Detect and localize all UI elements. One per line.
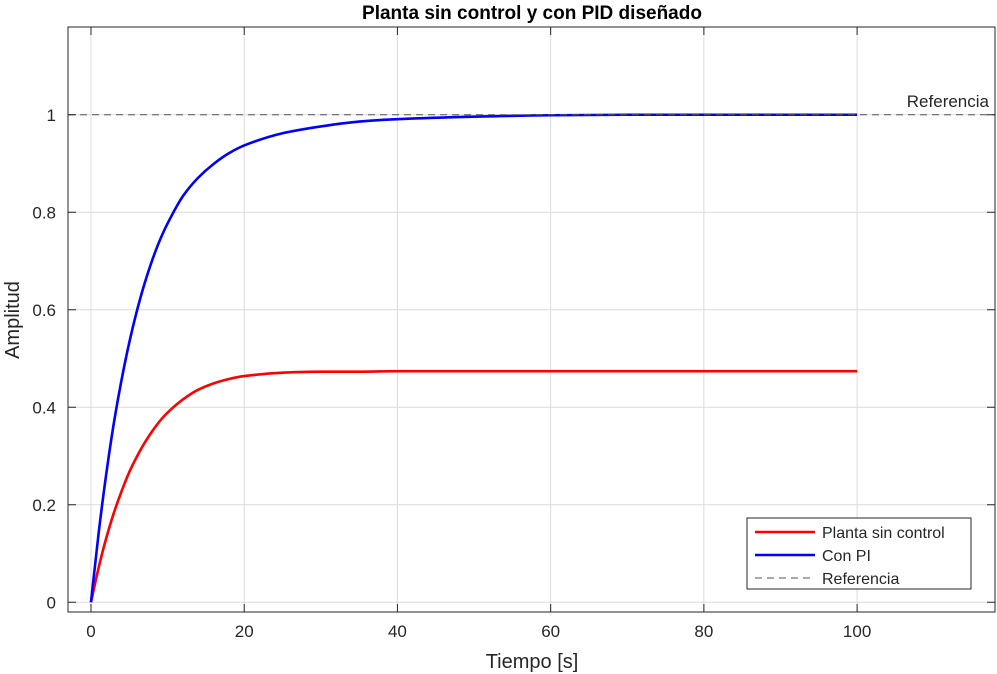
axis-ticks: 0 20 40 60 80 100 0 0.2 0.4 0.6 0.8 1 bbox=[32, 27, 995, 641]
x-tick-label: 80 bbox=[694, 622, 713, 641]
y-axis-label: Amplitud bbox=[2, 281, 24, 359]
series-lines bbox=[68, 113, 995, 603]
plot-area bbox=[68, 27, 995, 612]
legend-label-referencia: Referencia bbox=[822, 571, 899, 588]
y-tick-label: 0.4 bbox=[32, 398, 56, 417]
reference-annotation: Referencia bbox=[907, 92, 990, 111]
legend-label-planta-sin-control: Planta sin control bbox=[822, 525, 945, 542]
x-tick-label: 60 bbox=[541, 622, 560, 641]
y-tick-label: 0.8 bbox=[32, 203, 56, 222]
y-tick-label: 0 bbox=[47, 593, 56, 612]
x-tick-label: 0 bbox=[86, 622, 95, 641]
chart-title: Planta sin control y con PID diseñado bbox=[362, 3, 702, 24]
legend-box bbox=[746, 517, 972, 590]
legend: Planta sin control Con PI Referencia bbox=[746, 517, 972, 590]
x-axis-label: Tiempo [s] bbox=[486, 651, 579, 673]
plot-frame bbox=[67, 26, 996, 613]
x-tick-label: 100 bbox=[843, 622, 871, 641]
legend-label-con-pi: Con PI bbox=[822, 548, 871, 565]
series-line-planta-sin-control bbox=[89, 369, 858, 603]
y-tick-label: 0.2 bbox=[32, 496, 56, 515]
x-tick-label: 20 bbox=[235, 622, 254, 641]
x-tick-label: 40 bbox=[388, 622, 407, 641]
y-tick-label: 1 bbox=[47, 106, 56, 125]
annotations: Referencia bbox=[907, 92, 990, 111]
y-tick-label: 0.6 bbox=[32, 301, 56, 320]
